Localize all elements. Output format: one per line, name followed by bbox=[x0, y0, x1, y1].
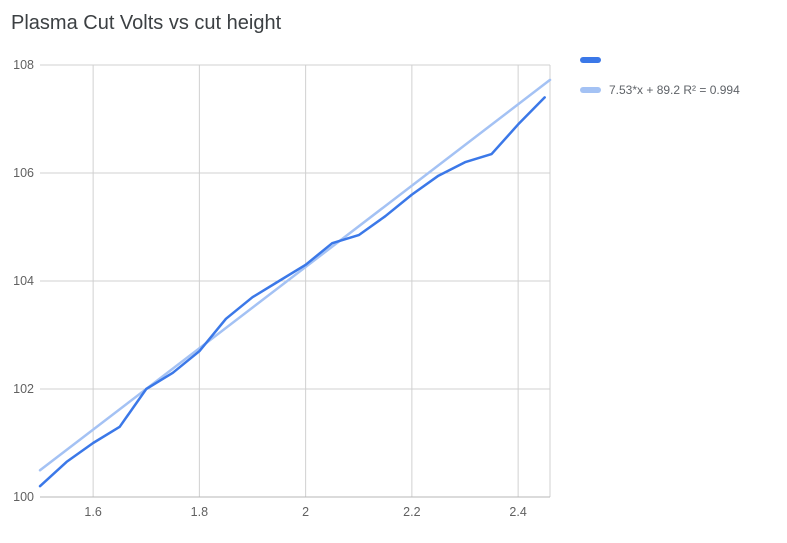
x-tick-label: 2 bbox=[302, 505, 309, 519]
legend-item-series[interactable] bbox=[580, 57, 740, 63]
y-tick-label: 100 bbox=[13, 490, 34, 504]
x-tick-label: 2.4 bbox=[509, 505, 526, 519]
x-tick-label: 1.6 bbox=[84, 505, 101, 519]
chart-title: Plasma Cut Volts vs cut height bbox=[11, 12, 282, 34]
legend-item-trendline[interactable]: 7.53*x + 89.2 R² = 0.994 bbox=[580, 83, 740, 97]
trendline bbox=[38, 78, 552, 472]
x-tick-label: 1.8 bbox=[191, 505, 208, 519]
y-tick-label: 104 bbox=[13, 274, 34, 288]
chart-plot-area[interactable]: 100 102 104 106 108 1.6 1.8 2 2.2 2.4 bbox=[0, 30, 570, 535]
y-tick-label: 106 bbox=[13, 166, 34, 180]
series-line bbox=[38, 96, 546, 488]
x-tick-label: 2.2 bbox=[403, 505, 420, 519]
y-tick-label: 108 bbox=[13, 58, 34, 72]
legend: 7.53*x + 89.2 R² = 0.994 bbox=[580, 57, 740, 97]
trendline-equation-label: 7.53*x + 89.2 R² = 0.994 bbox=[609, 83, 740, 97]
series-swatch bbox=[580, 57, 601, 63]
trendline-swatch bbox=[580, 87, 601, 93]
y-tick-label: 102 bbox=[13, 382, 34, 396]
